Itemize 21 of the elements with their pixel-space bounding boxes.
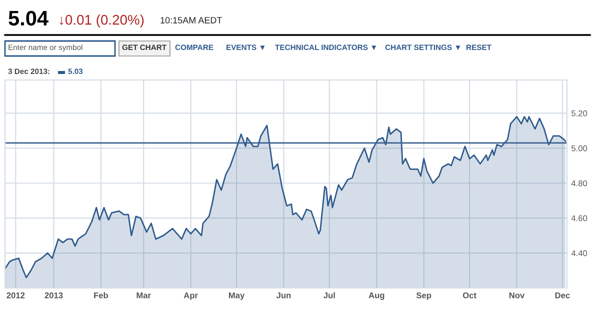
x-tick-label: Oct (462, 292, 476, 298)
x-tick-label: Sep (416, 292, 432, 300)
text: 10:15AM AEDT (160, 17, 222, 24)
x-tick-label: Feb (94, 292, 108, 298)
y-tick-label: 5.00 (572, 145, 588, 152)
x-tick-label: Jul (324, 292, 335, 298)
x-tick-label: Jun (276, 292, 291, 298)
x-tick-label: Aug (368, 292, 384, 300)
text: ↓0.01 (0.20%) (60, 14, 144, 28)
y-tick-label: 4.40 (571, 250, 588, 256)
x-tick-label: Dec (555, 292, 570, 298)
y-tick-label: 4.60 (571, 215, 588, 222)
y-tick-label: 5.20 (572, 110, 588, 116)
x-tick-label: Nov (509, 292, 525, 298)
x-tick-label: Mar (136, 292, 151, 298)
x-tick-label: May (228, 292, 245, 300)
x-tick-label: 2012 (6, 292, 25, 298)
x-tick-label: Apr (184, 292, 198, 300)
x-tick-label: 2013 (44, 292, 63, 298)
text: 5.04 (8, 10, 48, 26)
y-tick-label: 4.80 (571, 180, 588, 186)
